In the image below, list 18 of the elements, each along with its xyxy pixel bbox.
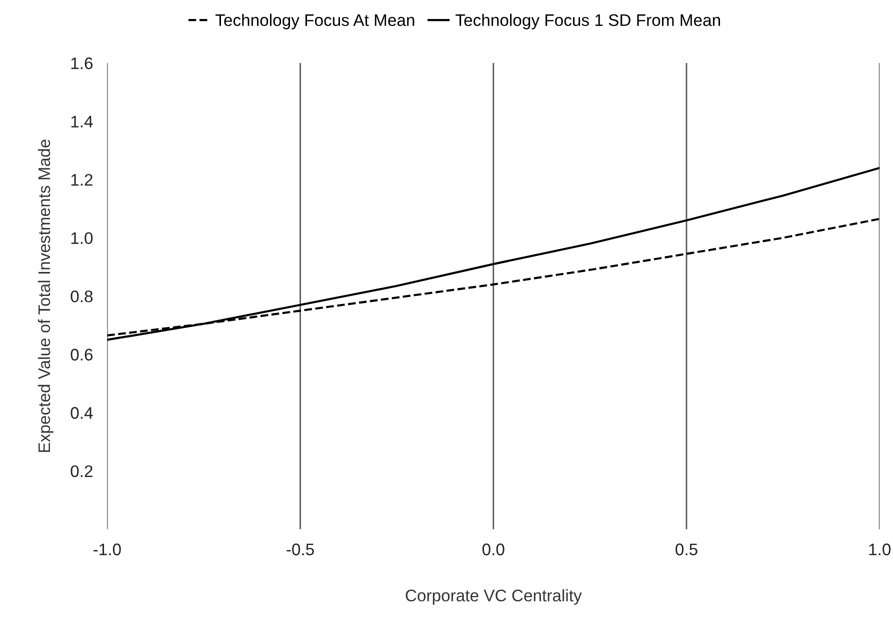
x-tick-label: 0.0	[482, 544, 504, 556]
x-tick-label: 1.0	[869, 544, 891, 556]
x-axis-title: Corporate VC Centrality	[406, 589, 582, 605]
y-tick-label: 0.2	[70, 465, 92, 478]
y-tick-label: 0.4	[70, 407, 93, 419]
x-tick-label: -0.5	[286, 544, 314, 556]
y-axis-title: Expected Value of Total Investments Made	[38, 140, 54, 452]
x-tick-label: -1.0	[94, 544, 121, 556]
y-tick-label: 0.6	[70, 348, 93, 361]
y-tick-label: 1.4	[71, 116, 93, 128]
x-tick-label: 0.5	[676, 544, 698, 556]
line-series	[107, 166, 880, 341]
y-tick-label: 0.8	[70, 290, 93, 302]
y-tick-label: 1.0	[71, 232, 93, 244]
legend-label: Technology Focus 1 SD From Mean	[456, 14, 720, 30]
legend-label: Technology Focus At Mean	[216, 14, 414, 30]
y-tick-label: 1.6	[71, 57, 93, 70]
y-tick-label: 1.2	[71, 174, 92, 186]
